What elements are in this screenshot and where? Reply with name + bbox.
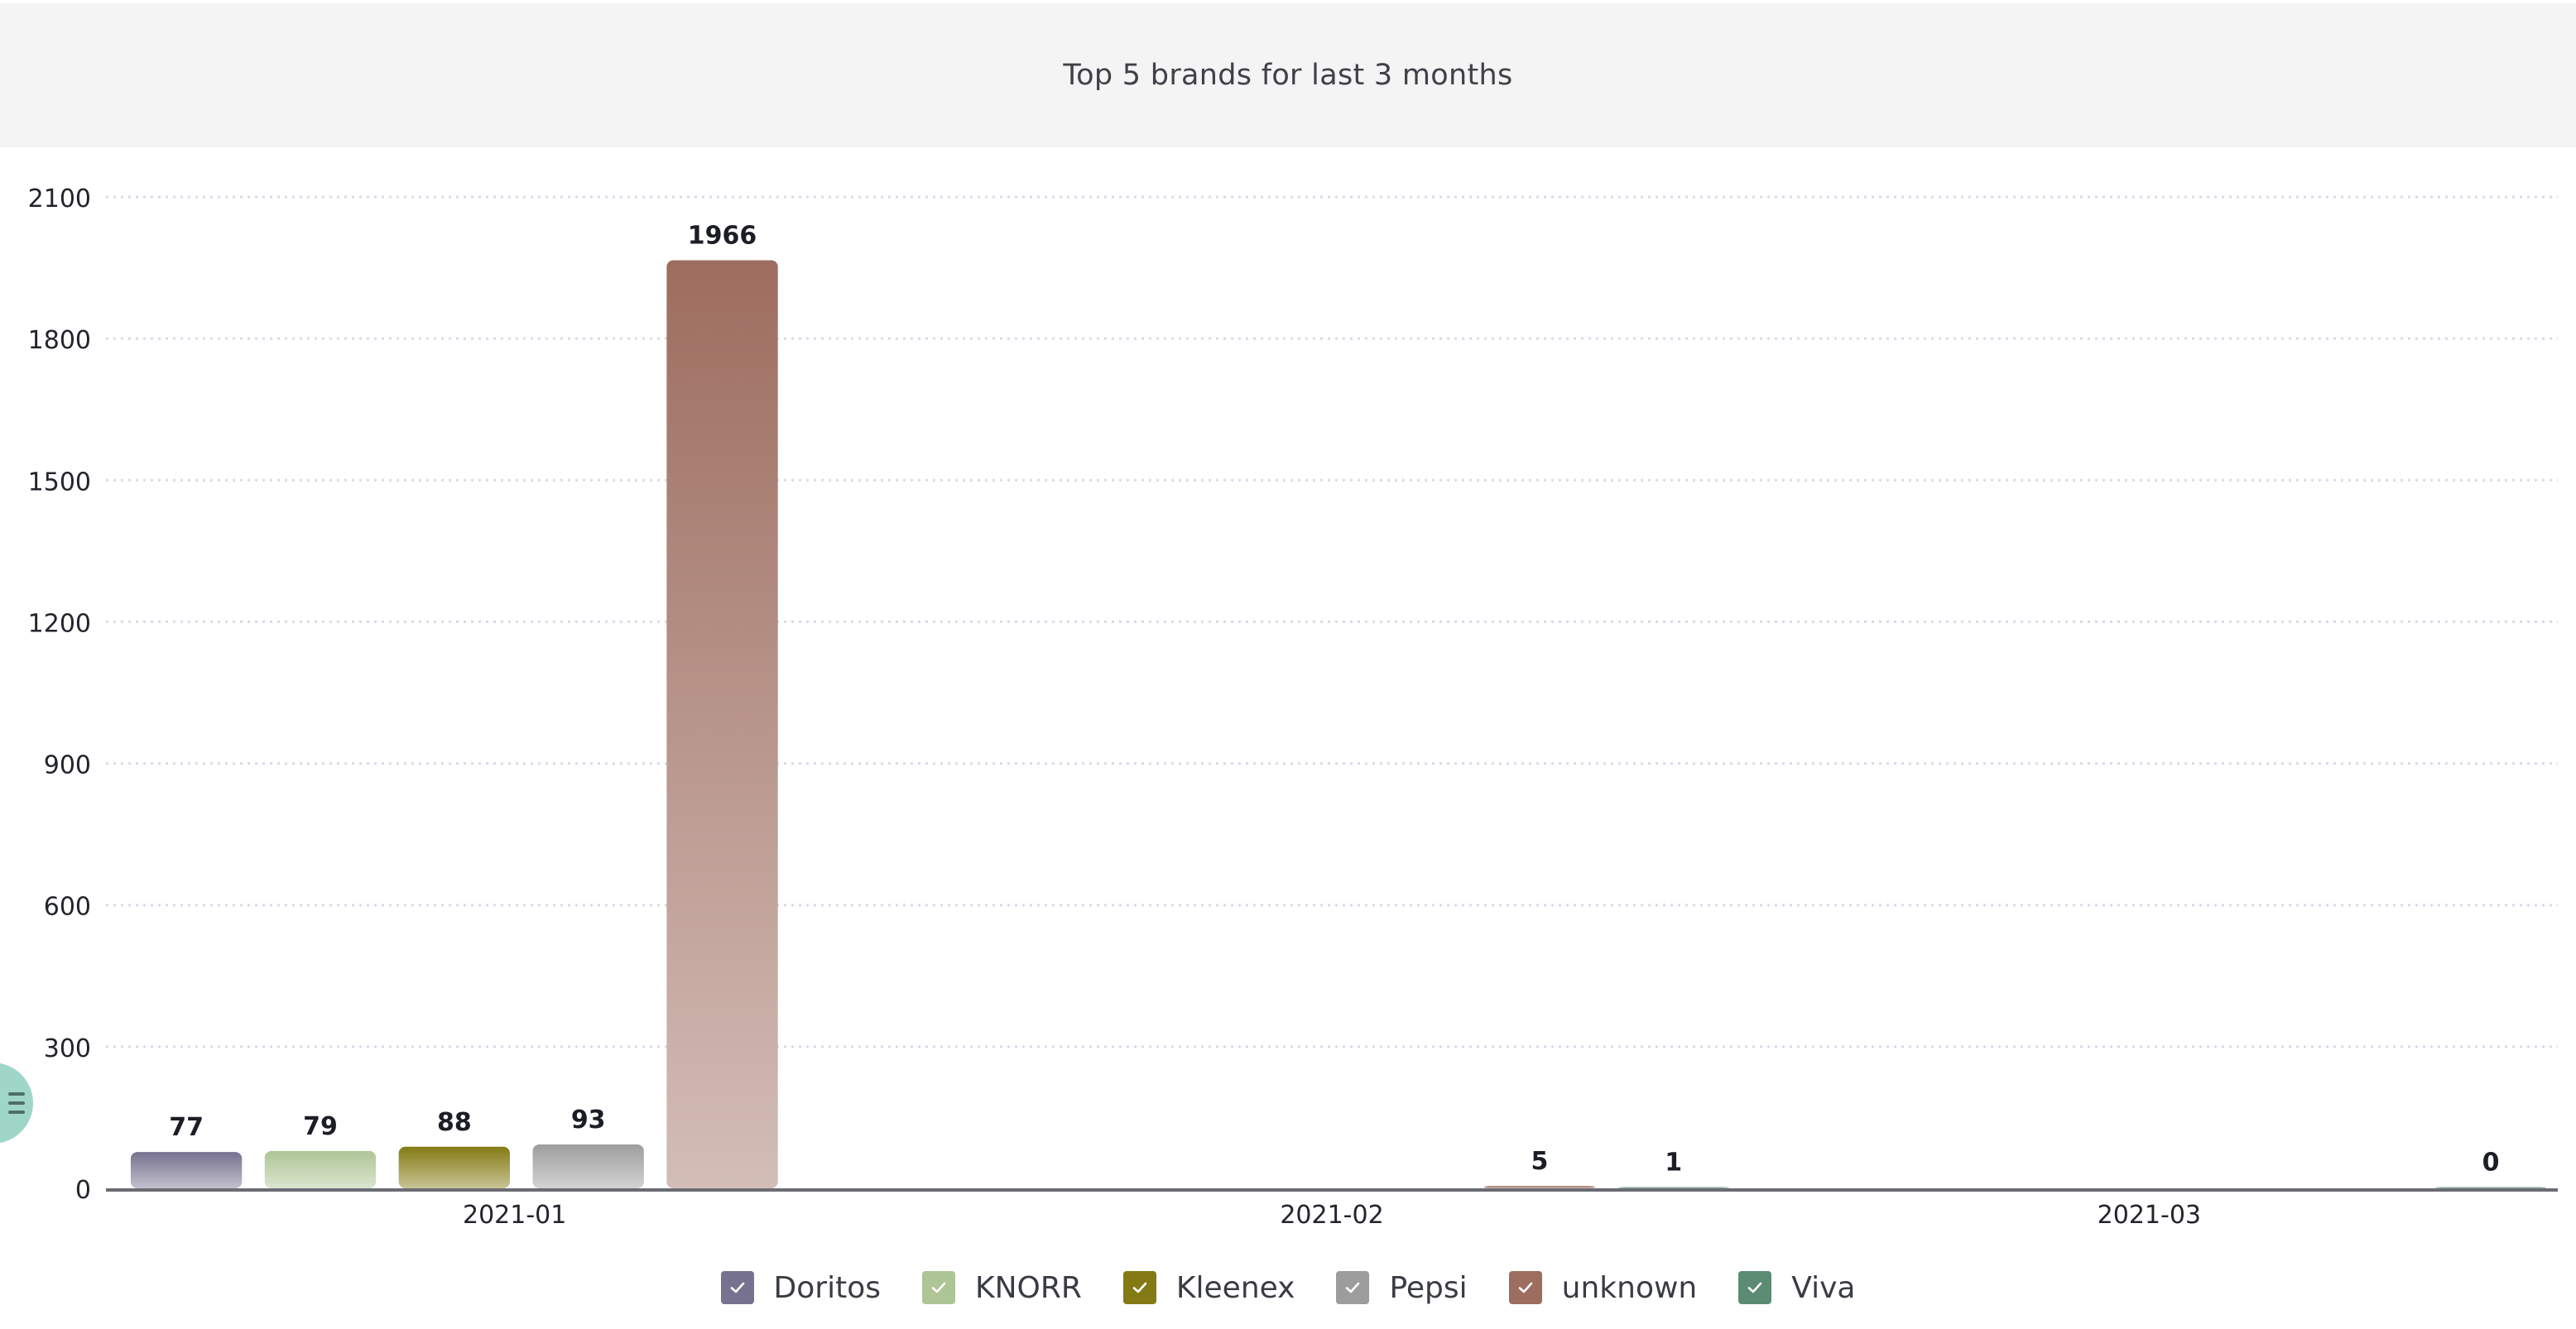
bar-data-labels: 77 79 88 93 1966 5 1 0 <box>169 221 2499 1177</box>
bar-data-label: 79 <box>303 1112 338 1141</box>
gridlines <box>106 195 2558 1048</box>
bar-data-label: 77 <box>169 1113 204 1142</box>
legend-label: unknown <box>1561 1270 1698 1305</box>
bar-knorr-2021-01[interactable] <box>264 1150 377 1188</box>
checkbox-checked-icon[interactable] <box>720 1271 754 1304</box>
legend-label: Pepsi <box>1389 1270 1468 1305</box>
bar-kleenex-2021-01[interactable] <box>398 1146 511 1188</box>
bar-data-label: 1 <box>1665 1149 1682 1178</box>
checkbox-checked-icon[interactable] <box>1508 1271 1542 1304</box>
y-tick-label: 600 <box>44 893 91 922</box>
chart-title: Top 5 brands for last 3 months <box>1063 59 1513 92</box>
y-tick-label: 0 <box>75 1176 91 1205</box>
x-tick-label: 2021-03 <box>2098 1201 2201 1230</box>
checkbox-checked-icon[interactable] <box>922 1271 955 1304</box>
bar-viva-2021-02[interactable] <box>1617 1187 1729 1189</box>
menu-icon <box>8 1092 25 1114</box>
bar-data-label: 5 <box>1531 1147 1548 1176</box>
legend-item-knorr[interactable]: KNORR <box>922 1271 1082 1305</box>
legend-label: KNORR <box>975 1270 1082 1305</box>
y-tick-label: 2100 <box>28 185 91 214</box>
x-tick-label: 2021-02 <box>1280 1201 1383 1230</box>
bars <box>130 260 2547 1189</box>
legend-item-pepsi[interactable]: Pepsi <box>1336 1270 1468 1305</box>
legend-label: Doritos <box>773 1270 881 1305</box>
y-tick-label: 1200 <box>28 609 91 638</box>
legend-label: Viva <box>1791 1270 1856 1305</box>
legend-item-doritos[interactable]: Doritos <box>720 1270 881 1305</box>
chart-header: Top 5 brands for last 3 months <box>0 3 2576 147</box>
bar-data-label: 1966 <box>688 221 757 250</box>
bar-data-label: 93 <box>571 1106 606 1135</box>
bar-unknown-2021-02[interactable] <box>1483 1186 1596 1188</box>
checkbox-checked-icon[interactable] <box>1122 1271 1156 1304</box>
x-tick-label: 2021-01 <box>463 1201 566 1230</box>
bar-doritos-2021-01[interactable] <box>130 1152 243 1188</box>
y-axis-tick-labels: 0 300 600 900 1200 1500 1800 2100 <box>28 185 91 1205</box>
legend-item-viva[interactable]: Viva <box>1738 1271 1855 1305</box>
y-tick-label: 300 <box>44 1034 91 1063</box>
legend: Doritos KNORR Kleenex Pepsi unknown Viva <box>0 1264 2576 1311</box>
checkbox-checked-icon[interactable] <box>1738 1271 1772 1304</box>
bar-data-label: 0 <box>2482 1149 2500 1178</box>
bar-viva-2021-03[interactable] <box>2434 1187 2547 1189</box>
checkbox-checked-icon[interactable] <box>1336 1271 1370 1304</box>
bar-unknown-2021-01[interactable] <box>666 260 778 1188</box>
bar-pepsi-2021-01[interactable] <box>532 1144 644 1188</box>
y-tick-label: 1800 <box>28 326 91 355</box>
legend-item-unknown[interactable]: unknown <box>1508 1270 1698 1305</box>
legend-item-kleenex[interactable]: Kleenex <box>1122 1270 1295 1305</box>
y-tick-label: 1500 <box>28 468 91 497</box>
y-tick-label: 900 <box>44 751 91 780</box>
x-axis-tick-labels: 2021-01 2021-02 2021-03 <box>463 1201 2201 1230</box>
bar-data-label: 88 <box>437 1108 472 1137</box>
legend-label: Kleenex <box>1175 1270 1295 1305</box>
